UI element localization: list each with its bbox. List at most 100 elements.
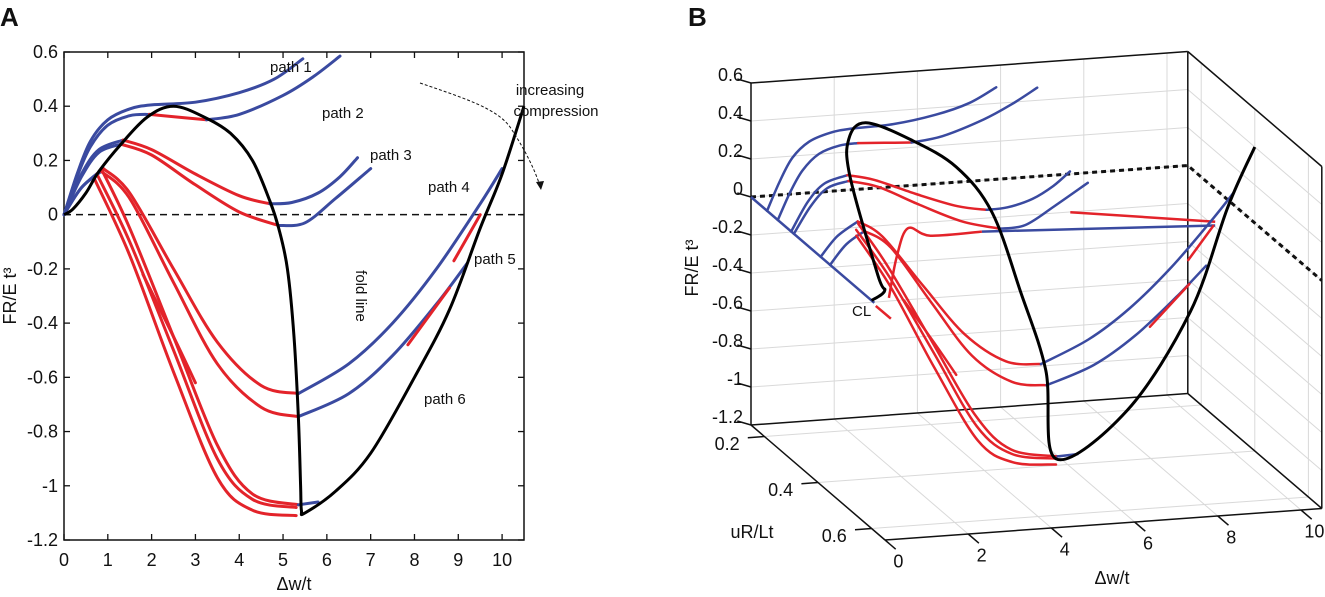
z-tick-mark	[737, 420, 752, 426]
y-tick-label: 0.2	[715, 434, 740, 454]
annotation-fold-line: fold line	[352, 270, 369, 322]
panel-a: A 0 1 2 3 4 5 6 7 8 9 10 0.6 0.4 0.2 0 -0.2 -0.4 -0.6 -0.8 -…	[0, 2, 599, 594]
curve-3d-extra-2	[981, 224, 1216, 233]
curve-path-6-unstable	[99, 169, 300, 419]
y-tick-label: 0.6	[822, 526, 847, 546]
curve-path-3-unstable	[121, 138, 272, 206]
y-tick-label: 0.4	[33, 96, 58, 116]
grid-line	[750, 317, 1188, 350]
box-edge	[1187, 50, 1323, 168]
zero-plane-line	[750, 163, 1323, 282]
panel-b: B 0.6 0.4 0.2 0 -0.2 -0.4 -0.6 -0.8 -1 -1.2 0 2 4 6 8 10…	[682, 2, 1324, 588]
z-tick-label: -0.4	[712, 255, 743, 275]
y-tick-label: -0.4	[27, 313, 58, 333]
y-tick-mark	[801, 481, 819, 485]
curve-path-1-stable	[62, 57, 305, 217]
x-tick-label: 4	[234, 550, 244, 570]
z-tick-mark	[737, 116, 752, 122]
y-tick-label: 0	[48, 205, 58, 225]
x-tick-label: 8	[409, 550, 419, 570]
z-tick-label: -1.2	[712, 407, 743, 427]
curve-3d-path-1-stable	[765, 86, 998, 213]
curve-path-4-stable	[277, 167, 373, 228]
curve-3d-extra-0	[750, 196, 876, 304]
curve-3d-path-5-stable	[819, 220, 859, 259]
curve-3d-path-4-stable	[792, 179, 850, 236]
curve-jump-3-unstable	[141, 272, 197, 385]
annotation-path4: path 4	[428, 179, 470, 196]
curve-path-6-unstable	[406, 286, 451, 347]
x-tick-mark	[967, 533, 980, 544]
compression-arrow	[419, 82, 541, 187]
x-axis-label: Δw/t	[276, 574, 311, 594]
curve-3d-path-6-unstable	[863, 229, 1048, 387]
plot-frame-a	[63, 51, 525, 541]
annotation-path6: path 6	[424, 391, 466, 408]
x-tick-label: 1	[103, 550, 113, 570]
curve-path-5-unstable	[101, 167, 300, 396]
y-tick-label: 0.6	[33, 42, 58, 62]
fold-line-3d	[845, 121, 1257, 462]
x-tick-label: 6	[322, 550, 332, 570]
y-tick-mark	[747, 435, 765, 439]
z-tick-label: 0.4	[718, 103, 743, 123]
annotation-increasing: increasing	[516, 82, 584, 99]
cl-label: CL	[852, 303, 871, 320]
y-tick-label: -0.6	[27, 367, 58, 387]
x-tick-label: 10	[492, 550, 512, 570]
z-tick-mark	[737, 306, 752, 312]
x-axis-label-b: Δw/t	[1094, 568, 1129, 588]
y-tick-mark	[854, 527, 872, 531]
curve-3d-path-5-unstable	[1186, 224, 1215, 262]
curve-path-3-stable	[268, 156, 359, 206]
x-tick-mark	[1300, 509, 1313, 520]
curve-path-2-unstable	[147, 112, 208, 122]
z-tick-mark	[737, 78, 752, 84]
curve-3d-jump-1-unstable	[857, 222, 1059, 458]
z-tick-label: -0.2	[712, 217, 743, 237]
x-tick-mark	[1217, 515, 1229, 526]
box-edge	[1187, 392, 1323, 510]
z-tick-mark	[737, 230, 752, 236]
x-tick-label: 5	[278, 550, 288, 570]
y-axis-label: FR/E t³	[0, 267, 20, 324]
x-tick-label: 2	[147, 550, 157, 570]
z-tick-mark	[737, 382, 752, 388]
fold-line-curve	[63, 104, 526, 517]
y-tick-label: 0.4	[768, 480, 793, 500]
grid-line	[871, 496, 1309, 529]
z-tick-mark	[737, 192, 752, 198]
y-tick-label: -0.2	[27, 259, 58, 279]
x-tick-label: 4	[1060, 540, 1070, 560]
grid-line	[750, 89, 1188, 122]
panel-label-a: A	[0, 2, 19, 32]
curve-3d-path-5-stable	[1039, 190, 1236, 366]
panel-label-b: B	[688, 2, 707, 32]
x-tick-mark	[1050, 527, 1063, 538]
curve-3d-path-5-unstable	[856, 220, 1043, 366]
y-tick-label: -1.2	[27, 530, 58, 550]
curve-path-4-stable	[62, 142, 123, 217]
curve-3d-jump-3-unstable	[855, 234, 1058, 466]
annotation-path5: path 5	[474, 251, 516, 268]
curve-jump-3-unstable	[93, 177, 298, 518]
curve-jump-1-unstable	[99, 167, 300, 507]
curve-path-5-unstable	[452, 213, 482, 263]
z-tick-label: 0	[733, 179, 743, 199]
box-edge	[884, 507, 1322, 541]
curve-3d-path-2-stable	[910, 86, 1039, 144]
curve-3d-path-3-stable	[985, 170, 1072, 212]
z-tick-label: -1	[727, 369, 743, 389]
grid-line	[750, 241, 1188, 274]
curve-3d-extra-1	[887, 226, 983, 299]
curve-3d-path-3-unstable	[846, 173, 988, 212]
z-tick-label: -0.6	[712, 293, 743, 313]
z-tick-label: -0.8	[712, 331, 743, 351]
y-axis-label-b: uR/Lt	[730, 522, 773, 542]
x-tick-label: 0	[59, 550, 69, 570]
z-tick-mark	[737, 268, 752, 274]
z-axis-label-b: FR/E t³	[682, 239, 702, 296]
annotation-path3: path 3	[370, 147, 412, 164]
curve-3d-path-2-stable	[776, 141, 860, 222]
